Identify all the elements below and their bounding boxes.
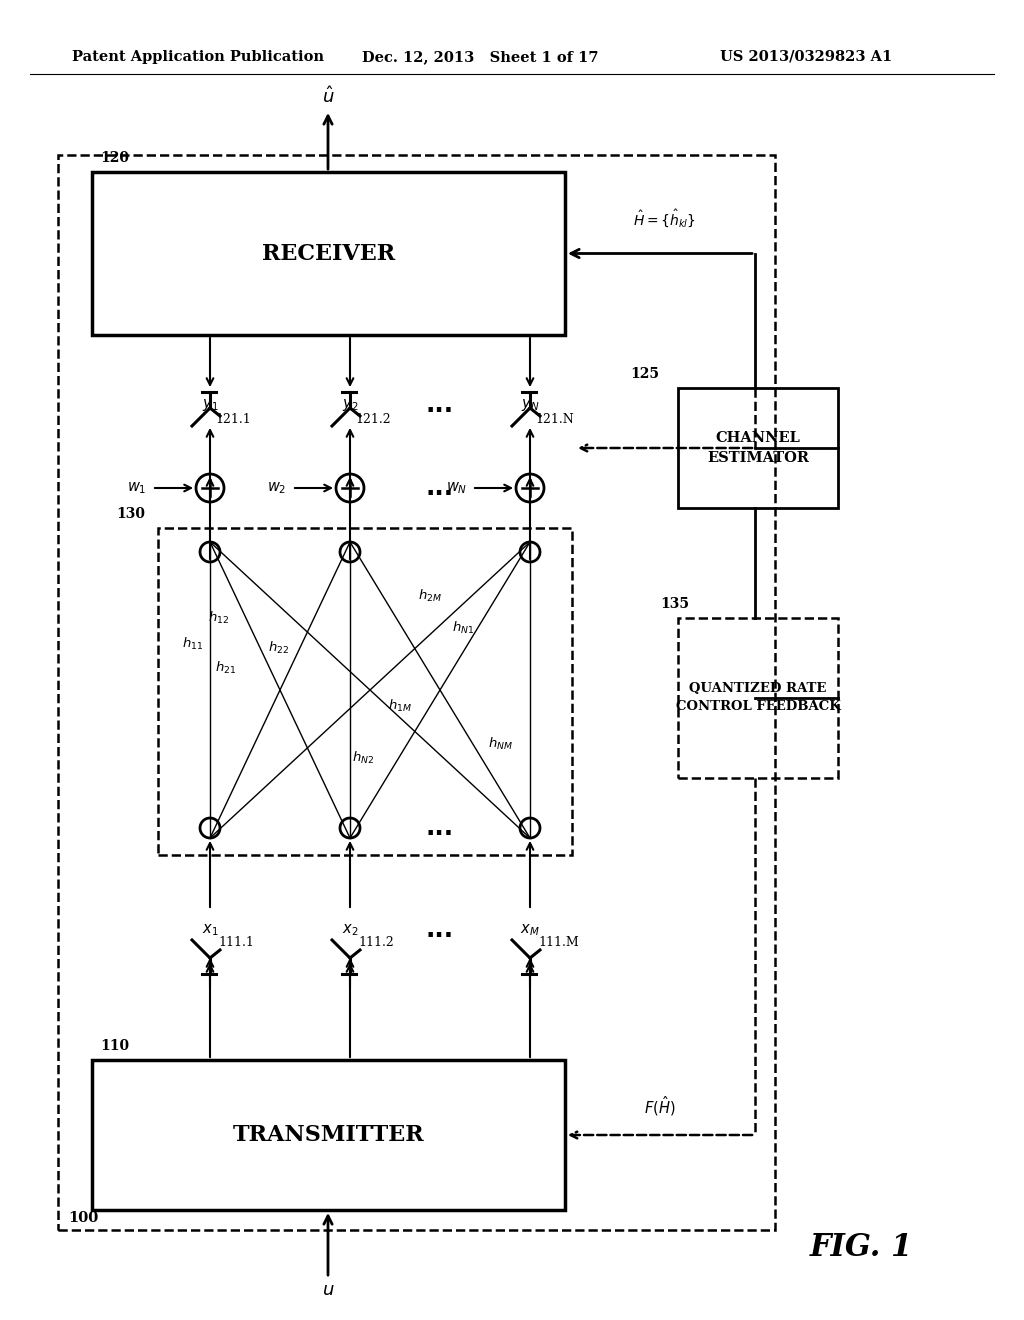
Text: 111.M: 111.M <box>538 936 579 949</box>
Text: CHANNEL
ESTIMATOR: CHANNEL ESTIMATOR <box>707 432 809 465</box>
Text: $x_2$: $x_2$ <box>342 923 358 937</box>
Text: ...: ... <box>426 393 454 417</box>
Text: ...: ... <box>426 917 454 942</box>
Text: 125: 125 <box>630 367 659 381</box>
Text: TRANSMITTER: TRANSMITTER <box>232 1125 424 1146</box>
Text: $h_{21}$: $h_{21}$ <box>215 660 237 676</box>
Text: $w_2$: $w_2$ <box>267 480 287 496</box>
Text: 111.2: 111.2 <box>358 936 394 949</box>
Bar <box>92 172 565 335</box>
Bar <box>678 618 838 777</box>
Text: 111.1: 111.1 <box>218 936 254 949</box>
Text: 121.1: 121.1 <box>215 413 251 426</box>
Text: Patent Application Publication: Patent Application Publication <box>72 50 324 63</box>
Text: $h_{NM}$: $h_{NM}$ <box>488 737 513 752</box>
Bar <box>92 1060 565 1210</box>
Text: 120: 120 <box>100 150 129 165</box>
Text: 110: 110 <box>100 1039 129 1053</box>
Text: 121.N: 121.N <box>535 413 573 426</box>
Text: 100: 100 <box>68 1210 98 1225</box>
Text: $w_N$: $w_N$ <box>446 480 468 496</box>
Text: 130: 130 <box>116 507 145 521</box>
Text: $w_1$: $w_1$ <box>127 480 146 496</box>
Text: $y_N$: $y_N$ <box>521 397 540 413</box>
Text: $h_{2M}$: $h_{2M}$ <box>418 587 442 605</box>
Text: 121.2: 121.2 <box>355 413 390 426</box>
Text: $x_M$: $x_M$ <box>520 923 540 937</box>
Bar <box>58 154 775 1230</box>
Text: $y_1$: $y_1$ <box>202 397 218 413</box>
Text: Dec. 12, 2013   Sheet 1 of 17: Dec. 12, 2013 Sheet 1 of 17 <box>362 50 598 63</box>
Text: $F(\hat{H})$: $F(\hat{H})$ <box>644 1094 676 1118</box>
Text: ...: ... <box>426 477 454 500</box>
Text: RECEIVER: RECEIVER <box>262 243 395 264</box>
Text: FIG. 1: FIG. 1 <box>810 1233 913 1263</box>
Bar <box>158 528 572 855</box>
Text: US 2013/0329823 A1: US 2013/0329823 A1 <box>720 50 892 63</box>
Text: $h_{N1}$: $h_{N1}$ <box>452 620 474 636</box>
Text: $\hat{H}=\{\hat{h}_{kl}\}$: $\hat{H}=\{\hat{h}_{kl}\}$ <box>634 207 696 230</box>
Text: $h_{11}$: $h_{11}$ <box>182 636 204 652</box>
Text: QUANTIZED RATE
CONTROL FEEDBACK: QUANTIZED RATE CONTROL FEEDBACK <box>676 682 841 714</box>
Bar <box>678 388 838 508</box>
Text: $h_{N2}$: $h_{N2}$ <box>352 750 374 766</box>
Text: $h_{22}$: $h_{22}$ <box>268 640 289 656</box>
Text: $y_2$: $y_2$ <box>342 397 358 413</box>
Text: 135: 135 <box>660 597 689 611</box>
Text: $x_1$: $x_1$ <box>202 923 218 937</box>
Text: $h_{1M}$: $h_{1M}$ <box>388 698 412 714</box>
Text: $h_{12}$: $h_{12}$ <box>208 610 229 626</box>
Text: ...: ... <box>426 816 454 840</box>
Text: $u$: $u$ <box>322 1280 334 1299</box>
Text: $\hat{u}$: $\hat{u}$ <box>322 87 334 107</box>
